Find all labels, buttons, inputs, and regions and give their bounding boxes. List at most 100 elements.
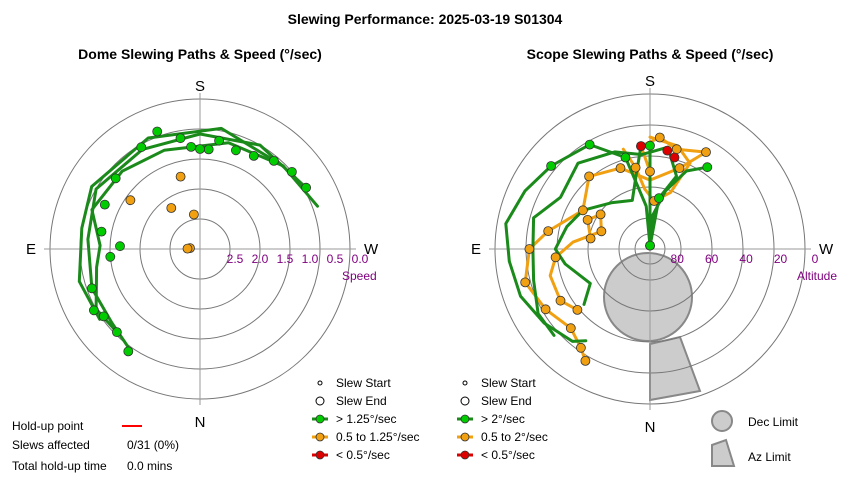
legend-fast-marker [460,414,470,424]
radial-tick-label: 0 [812,252,819,266]
scope-chart-title: Scope Slewing Paths & Speed (°/sec) [527,46,774,62]
slew-start-point [115,241,125,252]
radial-tick-label: 60 [705,252,719,266]
slew-start-point [96,226,107,237]
slew-start-point [123,346,134,357]
slew-start-point [186,141,197,152]
radial-axis-label: Altitude [797,269,837,283]
slew-start-point [125,195,136,206]
slew-start-point [578,205,588,216]
legend-medium-marker [460,432,470,442]
slew-start-point [669,152,680,163]
radial-tick-label: 20 [774,252,788,266]
slew-start-point [630,162,641,173]
legend-label: Slew End [481,394,532,408]
slew-start-point [152,126,163,137]
slew-start-point [620,152,631,163]
slew-start-point [98,311,109,322]
slew-start-point [701,147,711,158]
slew-start-point [584,171,594,182]
dec-limit-area [603,252,693,342]
slew-start-point [662,145,673,156]
slew-path-fast [553,144,643,306]
slew-start-point [230,145,241,156]
legend-end-icon [460,396,470,406]
compass-w: W [364,241,379,258]
slew-start-point [268,155,279,166]
radial-tick-label: 0.5 [327,252,344,266]
holdup-time-label: Total hold-up time [12,459,107,473]
slew-start-point [595,209,606,220]
slew-start-point [136,142,147,153]
legend-slow-marker [315,450,325,460]
legend-label: Slew Start [481,376,536,390]
compass-s: S [645,73,655,90]
slew-start-point [584,139,595,150]
slew-start-point [175,171,186,182]
slew-start-point [203,144,214,155]
slew-start-point [582,214,593,225]
slew-start-point [195,144,205,154]
slew-start-point [166,203,177,213]
legend-label: 0.5 to 1.25°/sec [336,430,420,444]
slew-start-point [654,193,664,204]
az-limit-icon [711,438,736,467]
slew-start-point [543,226,554,237]
legend-end-icon [315,396,325,406]
radial-tick-label: 2.0 [252,252,269,266]
compass-e: E [471,241,481,258]
legend-slow-marker [460,450,470,460]
holdup-point-label: Hold-up point [12,419,84,433]
legend-label: < 0.5°/sec [481,448,535,462]
legend-label: 0.5 to 2°/sec [481,430,548,444]
radial-tick-label: 1.5 [277,252,294,266]
radial-tick-label: 0.0 [352,252,369,266]
slew-path-fast [77,126,285,321]
legend-label: > 1.25°/sec [336,412,397,426]
slew-start-point [188,209,199,220]
slew-start-point [110,173,121,184]
slew-start-point [645,166,655,177]
slew-start-point [674,163,685,174]
compass-w: W [819,241,834,258]
slews-affected-label: Slews affected [12,438,90,452]
dome-chart: Dome Slewing Paths & Speed (°/sec) S W N E 2… [26,46,379,431]
slew-start-point [550,252,561,263]
slew-start-point [585,233,596,244]
slew-start-point [576,342,586,353]
dome-chart-title: Dome Slewing Paths & Speed (°/sec) [78,46,322,62]
slew-start-point [524,244,535,254]
dec-limit-icon [711,410,733,432]
slew-start-point [286,166,297,177]
legend-label: Slew End [336,394,387,408]
scope-chart: Scope Slewing Paths & Speed (°/sec) S W N E… [471,46,837,436]
legend-label: > 2°/sec [481,412,525,426]
slew-path-fast [90,141,319,334]
slew-start-point [182,243,193,254]
slew-start-point [175,133,186,144]
radial-tick-label: 1.0 [302,252,319,266]
slew-start-point [555,295,566,306]
dome-legend: Slew Start Slew End > 1.25°/sec 0.5 to 1.25… [312,376,420,462]
slew-start-point [636,141,646,152]
figure-title: Slewing Performance: 2025-03-19 S01304 [288,11,563,27]
az-limit-label: Az Limit [748,450,791,464]
slew-start-point [546,161,556,171]
legend-start-icon [317,380,323,386]
slew-path-fast [531,145,709,337]
slew-start-point [645,140,655,151]
compass-e: E [26,241,36,258]
slew-start-point [580,355,591,366]
dec-limit-label: Dec Limit [748,415,799,429]
slew-start-point [248,150,259,161]
compass-n: N [195,414,206,431]
slew-start-point [572,304,583,315]
legend-fast-marker [315,414,325,424]
slew-start-point [540,304,551,315]
slew-start-point [87,283,97,294]
holdup-time-value: 0.0 mins [127,459,172,473]
slew-start-point [615,163,626,174]
slew-start-point [214,135,225,146]
limit-legend: Dec Limit Az Limit [711,410,799,467]
